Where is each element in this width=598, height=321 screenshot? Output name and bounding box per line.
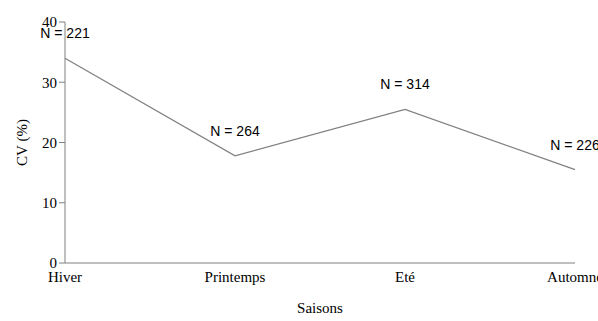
svg-text:20: 20 xyxy=(42,135,57,151)
svg-text:0: 0 xyxy=(50,255,58,271)
svg-text:CV (%): CV (%) xyxy=(14,119,31,166)
svg-text:N = 226: N = 226 xyxy=(550,137,590,153)
svg-text:Automne: Automne xyxy=(547,269,590,285)
svg-text:30: 30 xyxy=(42,75,57,91)
svg-text:Eté: Eté xyxy=(395,269,415,285)
svg-text:Saisons: Saisons xyxy=(297,300,343,316)
svg-text:N = 221: N = 221 xyxy=(40,25,90,41)
svg-text:Hiver: Hiver xyxy=(47,268,83,285)
svg-text:Printemps: Printemps xyxy=(205,269,266,285)
svg-text:N = 314: N = 314 xyxy=(380,76,430,92)
svg-text:N = 264: N = 264 xyxy=(210,123,260,139)
svg-text:10: 10 xyxy=(42,195,57,211)
svg-text:40: 40 xyxy=(42,14,57,31)
